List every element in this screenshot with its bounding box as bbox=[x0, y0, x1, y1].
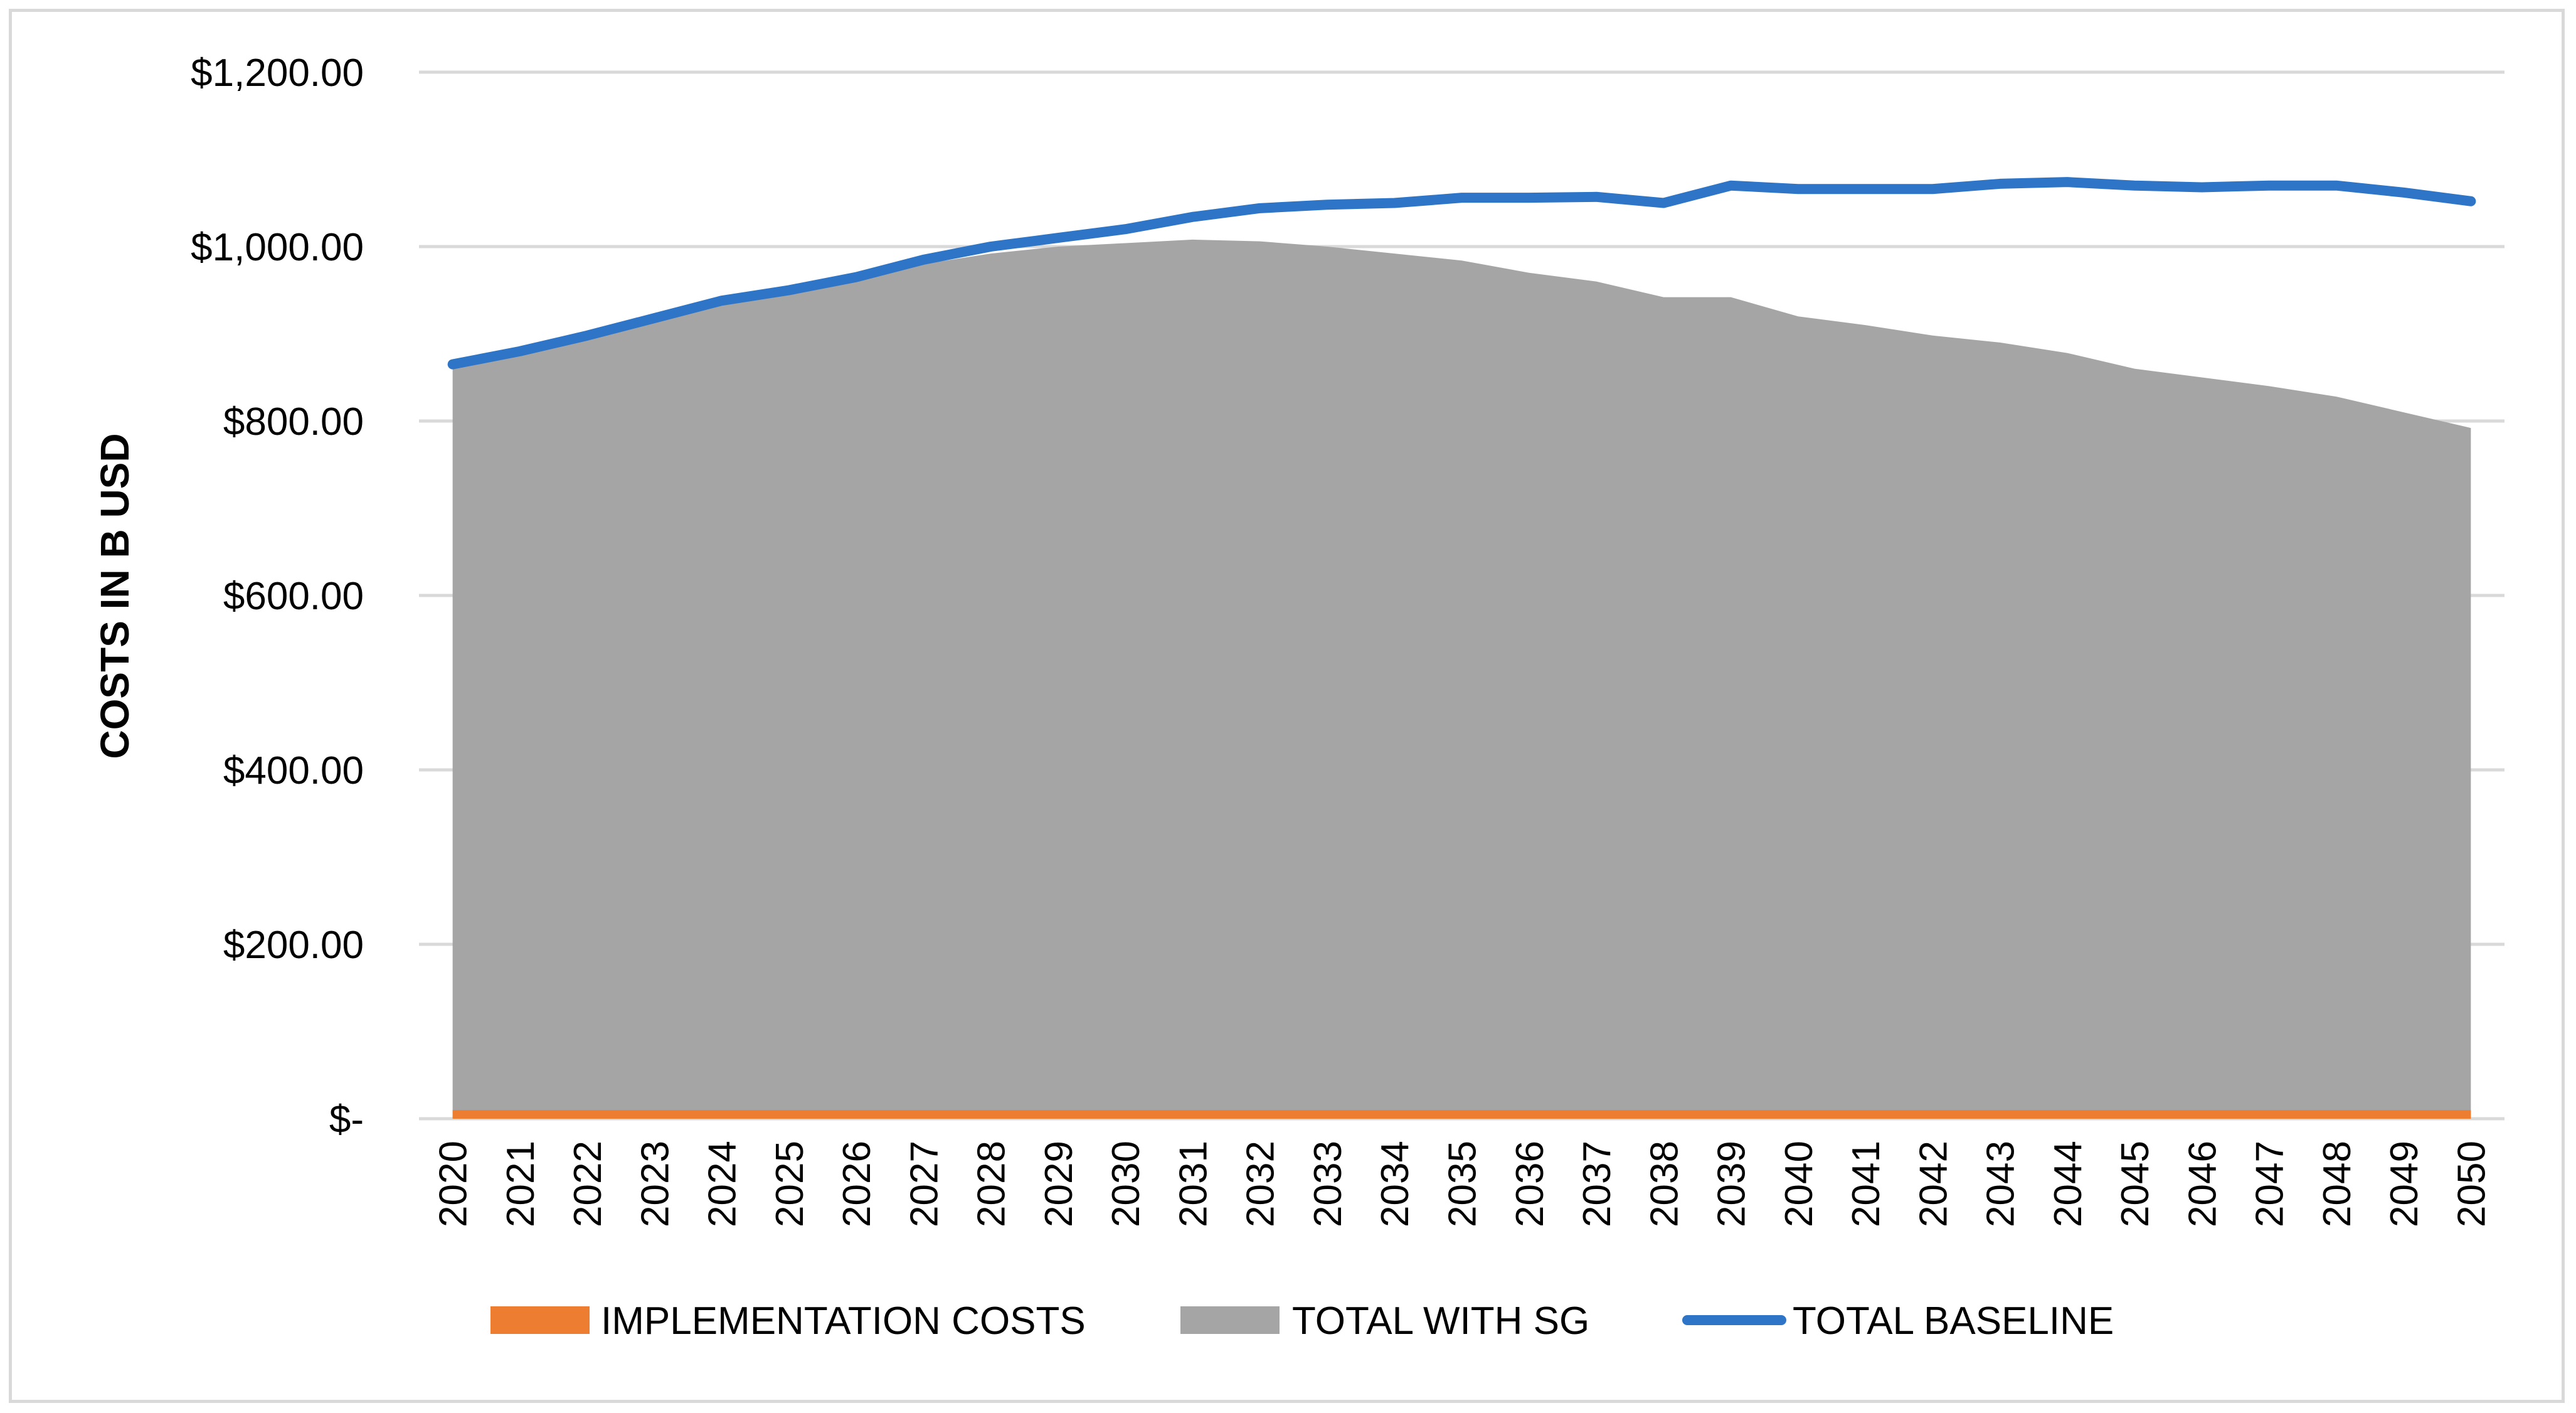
x-tick-label-2040: 2040 bbox=[1778, 1141, 1821, 1227]
legend-label-total-baseline: TOTAL BASELINE bbox=[1793, 1299, 2114, 1343]
x-axis-ticks: 2020 2021 2022 2023 2024 2025 2026 2027 2028 2029… bbox=[432, 1141, 2494, 1227]
x-tick-label-2026: 2026 bbox=[835, 1141, 879, 1227]
x-tick-label-2035: 2035 bbox=[1441, 1141, 1485, 1227]
x-tick-label-2021: 2021 bbox=[499, 1141, 543, 1227]
x-tick-label-2045: 2045 bbox=[2114, 1141, 2157, 1227]
area-total-with-sg bbox=[452, 239, 2471, 1119]
y-tick-label-4: $800.00 bbox=[223, 400, 364, 444]
y-axis-title: COSTS IN B USD bbox=[92, 433, 137, 759]
x-tick-label-2044: 2044 bbox=[2047, 1141, 2090, 1227]
legend-swatch-total-with-sg bbox=[1180, 1306, 1280, 1334]
x-tick-label-2042: 2042 bbox=[1912, 1141, 1955, 1227]
x-tick-label-2028: 2028 bbox=[970, 1141, 1014, 1227]
x-tick-label-2027: 2027 bbox=[903, 1141, 946, 1227]
legend-label-total-with-sg: TOTAL WITH SG bbox=[1292, 1299, 1589, 1343]
x-tick-label-2033: 2033 bbox=[1307, 1141, 1350, 1227]
x-tick-label-2034: 2034 bbox=[1374, 1141, 1417, 1227]
x-tick-label-2022: 2022 bbox=[566, 1141, 610, 1227]
line-total-baseline bbox=[447, 177, 2476, 370]
x-tick-label-2039: 2039 bbox=[1710, 1141, 1754, 1227]
x-tick-label-2049: 2049 bbox=[2383, 1141, 2426, 1227]
y-tick-label-0: $- bbox=[329, 1098, 364, 1141]
y-tick-label-1: $200.00 bbox=[223, 924, 364, 967]
x-tick-label-2041: 2041 bbox=[1845, 1141, 1888, 1227]
x-tick-label-2030: 2030 bbox=[1105, 1141, 1148, 1227]
x-tick-label-2050: 2050 bbox=[2450, 1141, 2493, 1227]
legend-swatch-implementation-costs bbox=[490, 1306, 590, 1334]
legend-label-implementation-costs: IMPLEMENTATION COSTS bbox=[601, 1299, 1086, 1343]
x-tick-label-2046: 2046 bbox=[2181, 1141, 2224, 1227]
y-tick-label-5: $1,000.00 bbox=[191, 226, 364, 269]
y-axis-ticks: $- $200.00 $400.00 $600.00 $800.00 $1,000.00 $… bbox=[191, 51, 364, 1141]
x-tick-label-2048: 2048 bbox=[2316, 1141, 2359, 1227]
x-tick-label-2031: 2031 bbox=[1172, 1141, 1215, 1227]
y-tick-label-3: $600.00 bbox=[223, 575, 364, 618]
x-tick-label-2023: 2023 bbox=[633, 1141, 677, 1227]
x-tick-label-2043: 2043 bbox=[1980, 1141, 2023, 1227]
x-tick-label-2032: 2032 bbox=[1239, 1141, 1283, 1227]
area-series bbox=[452, 239, 2471, 1119]
x-tick-label-2038: 2038 bbox=[1643, 1141, 1686, 1227]
x-tick-label-2047: 2047 bbox=[2249, 1141, 2292, 1227]
x-tick-label-2037: 2037 bbox=[1576, 1141, 1619, 1227]
area-implementation-costs bbox=[452, 1110, 2471, 1119]
x-tick-label-2025: 2025 bbox=[768, 1141, 812, 1227]
legend: IMPLEMENTATION COSTS TOTAL WITH SG TOTAL B… bbox=[490, 1299, 2114, 1343]
x-tick-label-2020: 2020 bbox=[432, 1141, 475, 1227]
y-tick-label-2: $400.00 bbox=[223, 749, 364, 792]
line-series bbox=[447, 177, 2476, 370]
x-tick-label-2029: 2029 bbox=[1037, 1141, 1081, 1227]
x-tick-label-2024: 2024 bbox=[701, 1141, 745, 1227]
y-tick-label-6: $1,200.00 bbox=[191, 51, 364, 95]
x-tick-label-2036: 2036 bbox=[1508, 1141, 1552, 1227]
